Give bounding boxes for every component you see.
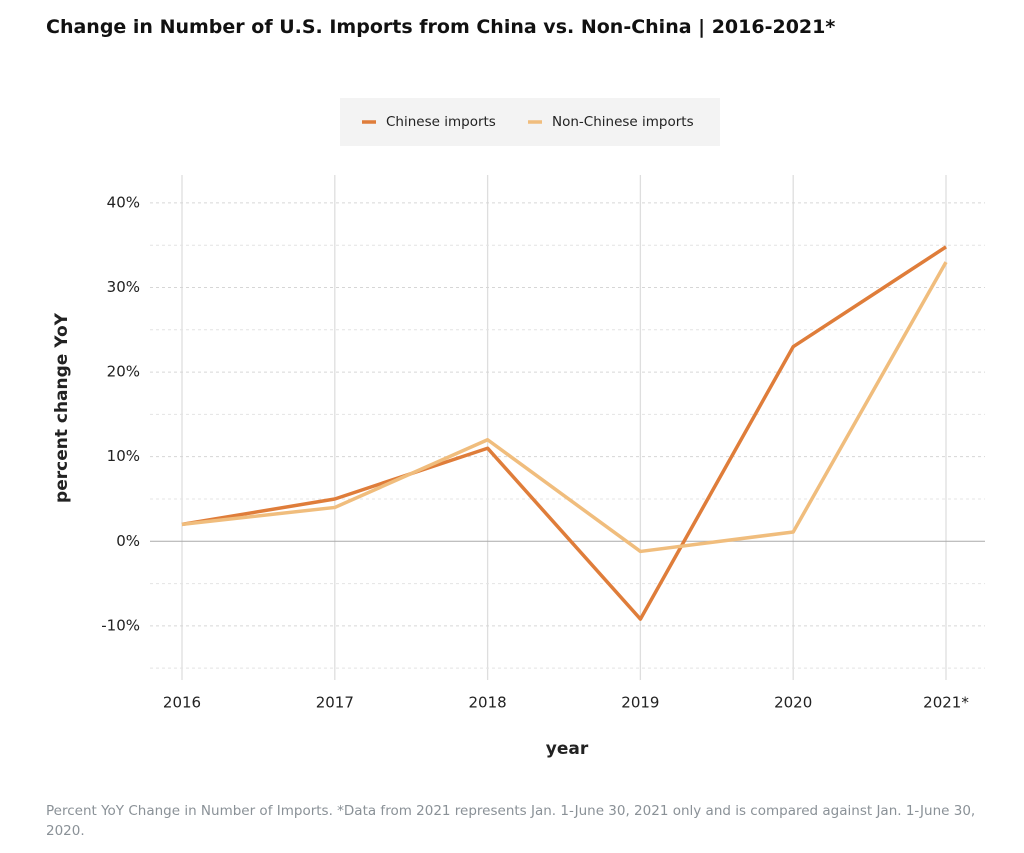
chart-title: Change in Number of U.S. Imports from Ch… xyxy=(46,16,836,38)
x-tick-label: 2017 xyxy=(316,694,354,712)
chart: percent change YoY year 2016 2017 2018 2019… xyxy=(52,98,985,759)
x-tick-label: 2021* xyxy=(923,694,969,712)
legend-label: Chinese imports xyxy=(386,114,496,130)
x-tick-label: 2018 xyxy=(469,694,507,712)
y-tick-label: 30% xyxy=(107,278,140,296)
y-tick-label: 0% xyxy=(116,532,140,550)
y-axis-label: percent change YoY xyxy=(52,312,72,503)
y-tick-label: 10% xyxy=(107,447,140,465)
series-line xyxy=(181,245,947,621)
series-line xyxy=(181,261,948,554)
y-tick-label: -10% xyxy=(101,616,140,634)
footnote: Percent YoY Change in Number of Imports.… xyxy=(46,803,976,839)
x-tick-label: 2016 xyxy=(163,694,201,712)
y-tick-label: 20% xyxy=(107,363,140,381)
x-tick-label: 2020 xyxy=(774,694,812,712)
x-tick-label: 2019 xyxy=(621,694,659,712)
y-tick-label: 40% xyxy=(107,193,140,211)
x-axis-label: year xyxy=(546,739,589,759)
legend-label: Non-Chinese imports xyxy=(552,114,694,130)
